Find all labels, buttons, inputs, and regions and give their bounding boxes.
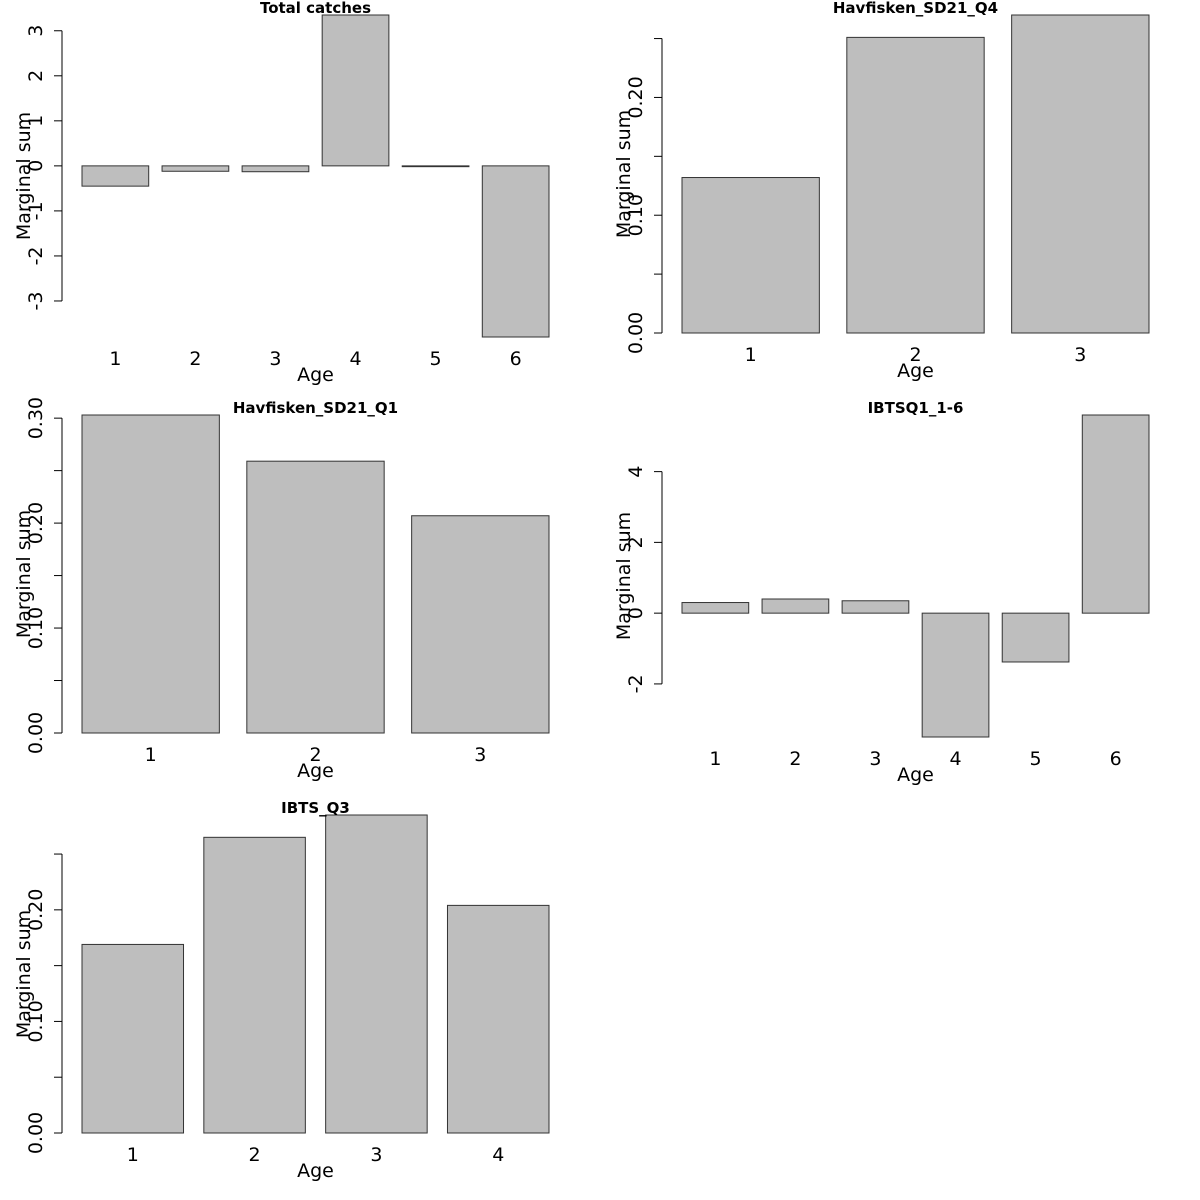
x-tick-label: 5 xyxy=(430,348,442,370)
y-axis-label: Marginal sum xyxy=(613,110,635,238)
y-tick-label: 0.00 xyxy=(25,1112,47,1154)
y-tick-label: 0.00 xyxy=(625,312,647,354)
x-tick-label: 4 xyxy=(492,1144,504,1166)
bar-age-6 xyxy=(481,165,550,338)
bar-age-1 xyxy=(681,177,820,334)
x-tick-label: 2 xyxy=(909,344,921,366)
y-tick-label: 4 xyxy=(625,466,647,478)
y-tick-label: 2 xyxy=(625,536,647,548)
bar-age-3 xyxy=(411,515,550,734)
bar-age-4 xyxy=(446,904,550,1134)
x-axis-label: Age xyxy=(297,760,334,782)
bar-age-2 xyxy=(761,598,830,614)
y-tick-label: 0.30 xyxy=(25,397,47,439)
x-tick-label: 4 xyxy=(949,748,961,770)
x-tick-label: 5 xyxy=(1030,748,1042,770)
x-tick-label: 6 xyxy=(510,348,522,370)
y-tick-label: 0.10 xyxy=(25,607,47,649)
y-tick-label: 0.20 xyxy=(25,889,47,931)
x-tick-label: 2 xyxy=(249,1144,261,1166)
x-tick-label: 1 xyxy=(109,348,121,370)
y-tick-label: 0.00 xyxy=(25,712,47,754)
bar-age-1 xyxy=(81,943,185,1134)
bar-age-5 xyxy=(1001,612,1070,663)
y-axis-label: Marginal sum xyxy=(13,910,35,1038)
chart-title: Total catches xyxy=(260,0,371,17)
x-tick-label: 3 xyxy=(269,348,281,370)
x-tick-label: 2 xyxy=(789,748,801,770)
bar-age-1 xyxy=(81,165,150,187)
bar-age-4 xyxy=(321,14,390,167)
x-tick-label: 3 xyxy=(370,1144,382,1166)
y-tick-label: 3 xyxy=(25,25,47,37)
x-tick-label: 4 xyxy=(349,348,361,370)
chart-title: IBTS_Q3 xyxy=(281,799,350,817)
x-axis-label: Age xyxy=(297,364,334,386)
x-tick-label: 3 xyxy=(869,748,881,770)
y-tick-label: 0.20 xyxy=(25,502,47,544)
bar-age-5 xyxy=(401,165,470,168)
bar-age-2 xyxy=(246,460,385,734)
x-tick-label: 2 xyxy=(309,744,321,766)
chart-title: Havfisken_SD21_Q4 xyxy=(833,0,998,17)
y-tick-label: -1 xyxy=(25,201,47,220)
y-tick-label: -2 xyxy=(25,246,47,265)
y-tick-label: 0.10 xyxy=(625,194,647,236)
x-tick-label: 6 xyxy=(1110,748,1122,770)
y-tick-label: 0 xyxy=(25,160,47,172)
bar-age-3 xyxy=(325,814,428,1134)
y-tick-label: 0.20 xyxy=(625,76,647,118)
chart-panel-2: 1 2 3 0.00 0.10 0.20 Havfisken_SD21_Q4 Age Margi… xyxy=(613,0,1150,382)
y-tick-label: -3 xyxy=(25,291,47,310)
bar-age-3 xyxy=(841,600,910,614)
x-tick-label: 1 xyxy=(709,748,721,770)
chart-panel-5: 1 2 3 4 0.00 0.10 0.20 IBTS_Q3 Age Marginal sum xyxy=(13,799,550,1182)
bar-age-1 xyxy=(681,602,750,614)
chart-panel-1: 1 2 3 4 5 6 -3 -2 -1 0 1 2 3 Total catches Age Marginal… xyxy=(13,0,550,386)
chart-title: IBTSQ1_1-6 xyxy=(868,399,964,417)
x-axis-label: Age xyxy=(897,360,934,382)
y-tick-label: 0 xyxy=(625,607,647,619)
x-tick-label: 3 xyxy=(474,744,486,766)
bar-age-2 xyxy=(203,836,306,1134)
y-axis-label: Marginal sum xyxy=(613,512,635,640)
x-tick-label: 1 xyxy=(745,344,757,366)
bar-age-3 xyxy=(241,165,310,173)
y-tick-label: -2 xyxy=(625,674,647,693)
bar-age-3 xyxy=(1011,14,1150,334)
bar-age-2 xyxy=(161,165,230,172)
chart-panel-4: 1 2 3 4 5 6 -2 0 2 4 IBTSQ1_1-6 Age Marginal sum xyxy=(613,399,1150,786)
bar-age-6 xyxy=(1081,414,1150,614)
y-tick-label: 0.10 xyxy=(25,1000,47,1042)
x-axis-label: Age xyxy=(897,764,934,786)
y-axis-label: Marginal sum xyxy=(13,112,35,240)
x-tick-label: 3 xyxy=(1074,344,1086,366)
x-tick-label: 1 xyxy=(127,1144,139,1166)
bar-age-4 xyxy=(921,612,990,738)
bar-age-2 xyxy=(846,36,985,334)
chart-panel-3: 1 2 3 0.00 0.10 0.20 0.30 Havfisken_SD21_Q1 Age M… xyxy=(13,397,550,782)
y-tick-label: 2 xyxy=(25,70,47,82)
x-tick-label: 2 xyxy=(189,348,201,370)
bar-age-1 xyxy=(81,414,220,734)
y-axis-label: Marginal sum xyxy=(13,510,35,638)
x-axis-label: Age xyxy=(297,1160,334,1182)
y-tick-label: 1 xyxy=(25,115,47,127)
chart-title: Havfisken_SD21_Q1 xyxy=(233,399,398,417)
x-tick-label: 1 xyxy=(145,744,157,766)
